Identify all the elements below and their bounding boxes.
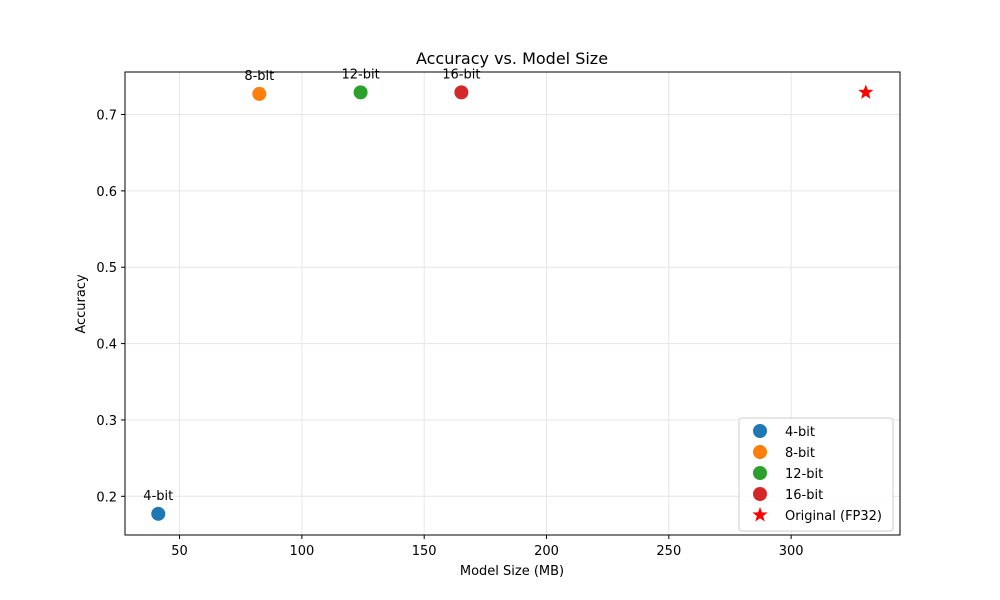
x-axis-label: Model Size (MB) bbox=[460, 564, 564, 579]
x-tick-label: 100 bbox=[289, 544, 314, 559]
x-tick-label: 200 bbox=[534, 544, 559, 559]
legend-label: 16-bit bbox=[785, 488, 823, 503]
legend-marker bbox=[753, 445, 767, 459]
y-tick-label: 0.7 bbox=[96, 109, 117, 124]
y-axis-label: Accuracy bbox=[74, 274, 89, 334]
data-points: 4-bit 8-bit 12-bit 16-bit bbox=[143, 67, 874, 521]
x-tick-label: 150 bbox=[412, 544, 437, 559]
data-point bbox=[454, 85, 469, 100]
legend-label: Original (FP32) bbox=[785, 509, 882, 524]
y-tick-label: 0.6 bbox=[96, 185, 117, 200]
x-tick-label: 250 bbox=[656, 544, 681, 559]
legend-box bbox=[738, 417, 894, 532]
legend-marker-star bbox=[752, 507, 768, 522]
y-tick-label: 0.2 bbox=[96, 490, 117, 505]
data-label: 8-bit bbox=[244, 69, 274, 84]
y-tick-label: 0.3 bbox=[96, 414, 117, 429]
x-tick-label: 300 bbox=[779, 544, 804, 559]
plot-area-frame bbox=[124, 71, 901, 536]
data-label: 12-bit bbox=[341, 67, 379, 82]
data-point-star bbox=[858, 84, 874, 99]
data-label: 16-bit bbox=[442, 67, 480, 82]
legend-label: 8-bit bbox=[785, 446, 815, 461]
legend-marker bbox=[753, 424, 767, 438]
data-label: 4-bit bbox=[143, 489, 173, 504]
data-point bbox=[353, 85, 368, 100]
y-tick-label: 0.5 bbox=[96, 261, 117, 276]
chart-title: Accuracy vs. Model Size bbox=[416, 49, 608, 68]
data-point bbox=[151, 506, 166, 521]
legend-marker bbox=[753, 487, 767, 501]
data-point bbox=[252, 86, 267, 101]
legend-marker bbox=[753, 466, 767, 480]
x-tick-label: 50 bbox=[171, 544, 188, 559]
legend: 4-bit 8-bit 12-bit 16-bit Original (FP32) bbox=[738, 417, 894, 532]
y-tick-label: 0.4 bbox=[96, 338, 117, 353]
axis-ticks: 50 100 150 200 250 300 0.2 0.3 0.4 0.5 0.6 0.7 bbox=[96, 109, 803, 559]
legend-label: 12-bit bbox=[785, 467, 823, 482]
legend-label: 4-bit bbox=[785, 425, 815, 440]
